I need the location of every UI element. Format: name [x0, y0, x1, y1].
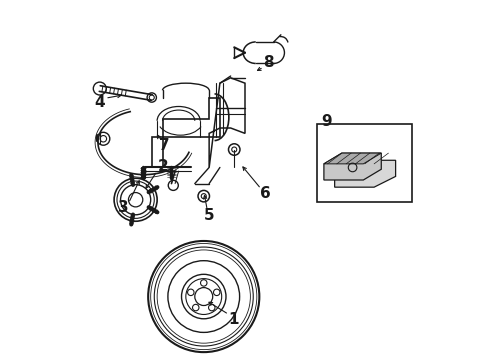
Text: 2: 2 — [158, 159, 169, 174]
Text: 8: 8 — [263, 55, 273, 70]
Text: 3: 3 — [119, 201, 129, 216]
Bar — [317, 125, 412, 202]
Text: 1: 1 — [228, 312, 239, 327]
Text: 9: 9 — [321, 114, 332, 129]
Text: 7: 7 — [159, 138, 170, 153]
Polygon shape — [324, 153, 381, 164]
Text: 6: 6 — [260, 186, 271, 201]
Text: 5: 5 — [204, 208, 215, 222]
Polygon shape — [324, 153, 381, 180]
Polygon shape — [335, 160, 395, 187]
Text: 4: 4 — [95, 95, 105, 111]
